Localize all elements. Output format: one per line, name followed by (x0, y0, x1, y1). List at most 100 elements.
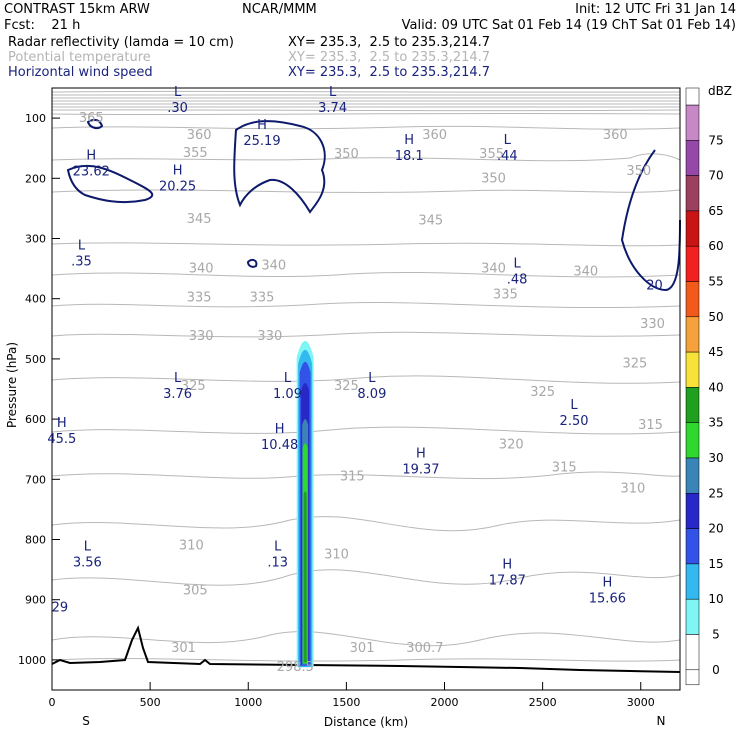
theta-contour (51, 271, 681, 278)
colorbar-top-cap (685, 87, 700, 106)
wind-value-label: 45.5 (47, 432, 76, 447)
wind-contour (86, 118, 104, 130)
wind-value-label: 19.37 (402, 462, 439, 477)
theta-label: 325 (181, 379, 206, 394)
theta-contour (51, 375, 681, 384)
theta-contour (51, 97, 681, 99)
colorbar-level-label: 75 (708, 133, 723, 147)
theta-contour (51, 189, 681, 193)
colorbar-swatch (685, 245, 700, 282)
colorbar-swatch (685, 316, 700, 353)
wind-extremum-mark: L (78, 239, 86, 254)
colorbar-bottom-cap (685, 669, 700, 686)
wind-value-label: .35 (71, 255, 92, 270)
theta-label: 350 (481, 171, 506, 186)
theta-label: 310 (620, 481, 645, 496)
colorbar-swatch (685, 563, 700, 600)
y-tick-label: 200 (25, 172, 46, 185)
init-time: Init: 12 UTC Fri 31 Jan 14 (575, 2, 736, 17)
theta-contour (51, 516, 681, 532)
field-wind-xy: XY= 235.3, 2.5 to 235.3,214.7 (288, 65, 491, 80)
y-tick-label: 300 (25, 233, 46, 246)
wind-value-label: 10.48 (261, 438, 298, 453)
x-tick-label: 2500 (529, 696, 557, 709)
wind-value-label: 8.09 (357, 387, 386, 402)
wind-extremum-mark: H (86, 148, 96, 163)
x-tick-label: 1500 (332, 696, 360, 709)
field-theta-name: Potential temperature (8, 50, 151, 65)
wind-value-label: 15.66 (589, 592, 626, 607)
colorbar-swatch (685, 281, 700, 318)
colorbar-level-label: 65 (708, 204, 723, 218)
wind-extremum-mark: L (513, 257, 521, 272)
x-axis-title: Distance (km) (324, 715, 408, 729)
colorbar-swatch (685, 598, 700, 635)
colorbar-swatch (685, 104, 700, 141)
wind-value-label: 20.25 (159, 179, 196, 194)
theta-label: 355 (479, 147, 504, 162)
theta-label: 340 (261, 259, 286, 274)
theta-contour (51, 90, 681, 93)
y-tick-label: 100 (25, 112, 46, 125)
x-axis: 0 500 1000 1500 2000 2500 3000 (49, 682, 655, 709)
theta-label: 330 (257, 329, 282, 344)
colorbar-swatch (685, 457, 700, 494)
colorbar-level-label: 55 (708, 275, 723, 289)
wind-value-label: 2.50 (560, 414, 589, 429)
theta-label: 335 (187, 290, 212, 305)
theta-label: 335 (250, 290, 275, 305)
colorbar-unit: dBZ (708, 84, 732, 98)
theta-label: 325 (622, 357, 647, 372)
radar-band-35dbz (303, 491, 307, 663)
theta-label: 325 (334, 379, 359, 394)
wind-extremum-mark: H (502, 558, 512, 573)
theta-label: 300.7 (406, 641, 443, 656)
wind-contour (233, 120, 326, 214)
theta-label: 310 (179, 539, 204, 554)
wind-extremum-mark: H (257, 118, 267, 133)
theta-contour (51, 631, 681, 647)
theta-contour (51, 109, 681, 112)
wind-value-label: 20 (646, 279, 663, 294)
wind-value-label: .44 (497, 149, 518, 164)
wind-value-label: 3.74 (318, 101, 347, 116)
theta-contour (51, 103, 681, 105)
wind-extremum-mark: L (504, 133, 512, 148)
colorbar-level-label: 45 (708, 345, 723, 359)
theta-contour (51, 100, 681, 102)
wind-value-label: 17.87 (489, 574, 526, 589)
north-endpoint: N (657, 714, 666, 728)
wind-value-label: .30 (167, 101, 188, 116)
y-tick-label: 1000 (18, 654, 46, 667)
theta-label: 301 (171, 641, 196, 656)
colorbar-level-label: 10 (708, 592, 723, 606)
wind-extremum-mark: L (84, 540, 92, 555)
wind-extremum-mark: L (570, 398, 578, 413)
y-axis: 100 200 300 400 500 600 700 800 900 1000 (18, 112, 60, 667)
wind-value-label: 29 (52, 601, 69, 616)
theta-contour (51, 471, 681, 480)
wind-value-label: .13 (267, 556, 288, 571)
theta-contour (51, 657, 681, 662)
y-tick-label: 900 (25, 594, 46, 607)
colorbar-swatch (685, 175, 700, 212)
y-tick-label: 600 (25, 413, 46, 426)
wind-extremum-mark: H (404, 133, 414, 148)
colorbar-swatch (685, 351, 700, 388)
model-title: CONTRAST 15km ARW (4, 2, 150, 17)
theta-label: 345 (418, 213, 443, 228)
theta-label: 305 (183, 584, 208, 599)
wind-extremum-mark: L (174, 371, 182, 386)
colorbar-level-label: 0 (712, 663, 720, 677)
wind-value-label: 23.62 (73, 164, 110, 179)
y-tick-label: 400 (25, 293, 46, 306)
theta-contour (51, 331, 681, 338)
wind-extremum-mark: L (368, 371, 376, 386)
theta-label: 320 (499, 437, 524, 452)
terrain-line (51, 625, 681, 673)
x-tick-label: 1000 (234, 696, 262, 709)
theta-label: 330 (189, 329, 214, 344)
wind-contour (246, 258, 258, 268)
theta-contour (51, 125, 681, 130)
